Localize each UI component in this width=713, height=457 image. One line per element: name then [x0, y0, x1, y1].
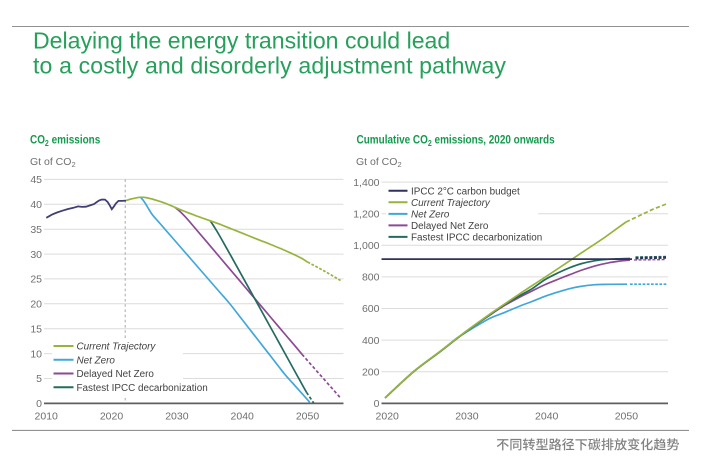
svg-text:0: 0: [36, 398, 42, 410]
svg-text:0: 0: [374, 398, 380, 410]
svg-text:15: 15: [30, 323, 42, 335]
svg-text:10: 10: [30, 348, 42, 360]
svg-text:800: 800: [362, 272, 380, 284]
svg-text:2010: 2010: [35, 411, 59, 423]
svg-text:Current Trajectory: Current Trajectory: [77, 342, 157, 353]
svg-text:to a costly and disorderly adj: to a costly and disorderly adjustment pa…: [33, 52, 506, 78]
svg-text:1,400: 1,400: [353, 177, 379, 189]
svg-text:Fastest IPCC decarbonization: Fastest IPCC decarbonization: [77, 383, 208, 394]
svg-text:Cumulative CO2 emissions, 2020: Cumulative CO2 emissions, 2020 onwards: [357, 134, 555, 148]
svg-text:2040: 2040: [231, 411, 255, 423]
svg-text:1,200: 1,200: [353, 208, 379, 220]
svg-text:25: 25: [30, 274, 42, 286]
svg-text:2030: 2030: [455, 411, 479, 423]
svg-text:5: 5: [36, 373, 42, 385]
svg-text:Delaying the energy transition: Delaying the energy transition could lea…: [33, 28, 450, 54]
svg-text:Net Zero: Net Zero: [411, 210, 450, 221]
svg-text:1,000: 1,000: [353, 240, 379, 252]
svg-text:20: 20: [30, 299, 42, 311]
svg-text:Delayed Net Zero: Delayed Net Zero: [77, 369, 155, 380]
svg-text:200: 200: [362, 366, 380, 378]
svg-text:Gt of CO2: Gt of CO2: [356, 156, 402, 169]
svg-text:Current Trajectory: Current Trajectory: [411, 198, 491, 209]
svg-text:Fastest IPCC decarbonization: Fastest IPCC decarbonization: [411, 233, 542, 244]
svg-text:2050: 2050: [296, 411, 320, 423]
svg-text:Gt of CO2: Gt of CO2: [30, 156, 76, 169]
svg-text:2040: 2040: [535, 411, 559, 423]
svg-text:IPCC 2°C carbon budget: IPCC 2°C carbon budget: [411, 186, 520, 197]
svg-text:2030: 2030: [165, 411, 189, 423]
svg-text:2050: 2050: [615, 411, 639, 423]
svg-text:40: 40: [30, 199, 42, 211]
svg-text:2020: 2020: [376, 411, 400, 423]
svg-text:600: 600: [362, 303, 380, 315]
svg-text:45: 45: [30, 174, 42, 186]
svg-text:400: 400: [362, 335, 380, 347]
svg-text:Delayed Net Zero: Delayed Net Zero: [411, 221, 489, 232]
svg-text:Net Zero: Net Zero: [77, 356, 116, 367]
svg-text:CO2 emissions: CO2 emissions: [30, 134, 100, 148]
svg-text:2020: 2020: [100, 411, 124, 423]
svg-text:30: 30: [30, 249, 42, 261]
svg-text:35: 35: [30, 224, 42, 236]
